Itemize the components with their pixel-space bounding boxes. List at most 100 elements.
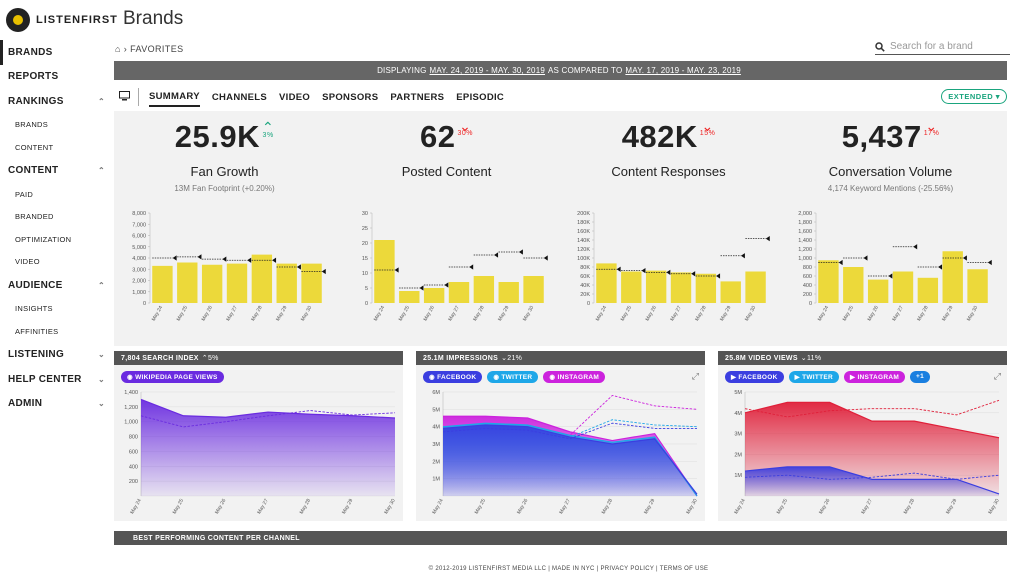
bar[interactable] [670, 272, 692, 303]
comparison-marker [838, 259, 843, 266]
chevron-down-icon[interactable]: ⌄ [97, 374, 105, 384]
sidebar-item-optimization[interactable]: OPTIMIZATION [0, 228, 113, 251]
date-compare-link[interactable]: MAY. 17, 2019 - MAY. 23, 2019 [625, 66, 741, 75]
pill--1[interactable]: +1 [910, 371, 931, 383]
card-change-value: 11% [806, 355, 822, 362]
bar[interactable] [423, 288, 445, 303]
sidebar-item-insights[interactable]: INSIGHTS [0, 298, 113, 321]
tab-episodic[interactable]: EPISODIC [456, 91, 505, 103]
card-header[interactable]: 25.8M VIDEO VIEWS ⌄11% [718, 351, 1007, 365]
monitor-icon[interactable] [119, 88, 139, 106]
sidebar-subitem-label: BRANDS [15, 120, 49, 130]
pill-wikipedia-page-views[interactable]: ◉ WIKIPEDIA PAGE VIEWS [121, 371, 224, 383]
sidebar-item-help-center[interactable]: HELP CENTER ⌄ [0, 367, 113, 392]
sidebar-item-audience[interactable]: AUDIENCE ⌃ [0, 273, 113, 298]
area-chart-2: 1M 2M 3M 4M 5M May 24 May 25 May 26 May 27 May 28… [733, 390, 1001, 515]
sidebar-item-content[interactable]: CONTENT [0, 136, 113, 159]
bar[interactable] [523, 276, 544, 303]
sidebar-item-affinities[interactable]: AFFINITIES [0, 320, 113, 343]
tab-summary[interactable]: SUMMARY [149, 88, 200, 107]
bar[interactable] [276, 263, 297, 303]
sidebar-item-reports[interactable]: REPORTS [0, 65, 113, 90]
bar[interactable] [498, 282, 519, 303]
home-icon[interactable]: ⌂ [115, 44, 121, 54]
card-header[interactable]: 7,804 SEARCH INDEX ⌃5% [114, 351, 403, 365]
main-content: Brands ⌂ › FAVORITES Search for a brand … [113, 0, 1024, 580]
sidebar-item-video[interactable]: VIDEO [0, 251, 113, 274]
sidebar-item-admin[interactable]: ADMIN ⌄ [0, 392, 113, 417]
bar[interactable] [621, 271, 642, 304]
y-tick-label: 4M [734, 411, 742, 417]
bar[interactable] [301, 263, 322, 303]
bar[interactable] [473, 276, 495, 303]
sidebar-item-content[interactable]: CONTENT ⌃ [0, 159, 113, 184]
bar[interactable] [843, 267, 864, 303]
expand-icon[interactable]: ⤢ [993, 371, 1001, 381]
pill-instagram[interactable]: ◉ INSTAGRAM [543, 371, 606, 383]
bar[interactable] [942, 251, 963, 303]
bar[interactable] [892, 271, 914, 304]
bar[interactable] [818, 260, 839, 303]
chevron-down-icon[interactable]: ⌄ [97, 399, 105, 409]
comparison-marker [938, 264, 943, 270]
kpi-value-text: 5,437 [841, 119, 922, 154]
pill-facebook[interactable]: ▶ FACEBOOK [725, 371, 784, 383]
pill-twitter[interactable]: ◉ TWITTER [487, 371, 539, 383]
tab-sponsors[interactable]: SPONSORS [322, 91, 379, 103]
bar[interactable] [226, 263, 248, 303]
bar[interactable] [967, 269, 988, 303]
bar[interactable] [251, 254, 273, 303]
logo[interactable]: LISTENFIRST [6, 8, 118, 32]
sidebar-item-branded[interactable]: BRANDED [0, 206, 113, 229]
area-chart-1: 1M 2M 3M 4M 5M 6M May 24 May 25 May 26 May 27 May … [431, 390, 699, 515]
y-tick-label: 0 [809, 301, 812, 307]
chevron-up-icon[interactable]: ⌃ [97, 166, 105, 176]
pill-instagram[interactable]: ▶ INSTAGRAM [844, 371, 906, 383]
sidebar-item-paid[interactable]: PAID [0, 183, 113, 206]
bar[interactable] [152, 265, 173, 303]
best-content-header[interactable]: BEST PERFORMING CONTENT PER CHANNEL [114, 531, 1007, 545]
search-input[interactable]: Search for a brand [890, 41, 973, 52]
extended-dropdown[interactable]: EXTENDED ▾ [941, 89, 1007, 104]
series-area[interactable] [745, 466, 999, 496]
chevron-up-icon[interactable]: ⌃ [97, 280, 105, 290]
bar[interactable] [448, 282, 470, 303]
bar[interactable] [867, 279, 889, 303]
bar-chart-3: 0 200 400 600 800 1,000 1,200 1,400 1,600 1,800 2,… [798, 211, 992, 322]
bar[interactable] [177, 262, 198, 304]
bar[interactable] [695, 273, 717, 303]
bar[interactable] [745, 271, 766, 304]
series-area[interactable] [443, 424, 697, 496]
sidebar-item-listening[interactable]: LISTENING ⌄ [0, 343, 113, 368]
bar[interactable] [645, 270, 667, 303]
breadcrumb-favorites[interactable]: FAVORITES [130, 44, 184, 54]
comparison-marker [394, 267, 399, 273]
y-tick-label: 0 [143, 301, 146, 307]
pill-twitter[interactable]: ▶ TWITTER [788, 371, 840, 383]
chevron-down-icon[interactable]: ⌄ [97, 350, 105, 360]
tab-partners[interactable]: PARTNERS [390, 91, 445, 103]
card-header[interactable]: 25.1M IMPRESSIONS ⌄21% [416, 351, 705, 365]
tab-video[interactable]: VIDEO [279, 91, 311, 103]
tab-channels[interactable]: CHANNELS [211, 91, 268, 103]
y-tick-label: 6M [432, 390, 440, 396]
bar[interactable] [720, 281, 741, 303]
expand-icon[interactable]: ⤢ [691, 371, 699, 381]
sidebar-item-brands[interactable]: BRANDS [0, 40, 113, 65]
bar[interactable] [201, 264, 223, 303]
series-area[interactable] [141, 399, 395, 496]
bar[interactable] [374, 240, 395, 303]
sidebar-item-rankings[interactable]: RANKINGS ⌃ [0, 89, 113, 114]
sidebar-item-brands[interactable]: BRANDS [0, 114, 113, 137]
date-range-link[interactable]: MAY. 24, 2019 - MAY. 30, 2019 [429, 66, 546, 75]
y-tick-label: 160K [577, 229, 590, 235]
chevron-up-icon[interactable]: ⌃ [97, 96, 105, 106]
brand-search[interactable]: Search for a brand [875, 39, 1010, 55]
bar[interactable] [399, 291, 420, 303]
bar[interactable] [917, 277, 939, 303]
x-tick-label: May 27 [891, 305, 905, 322]
y-tick-label: 400 [129, 464, 138, 470]
date-range-bar: DISPLAYING MAY. 24, 2019 - MAY. 30, 2019… [114, 61, 1007, 80]
bar[interactable] [596, 263, 617, 303]
pill-facebook[interactable]: ◉ FACEBOOK [423, 371, 483, 383]
